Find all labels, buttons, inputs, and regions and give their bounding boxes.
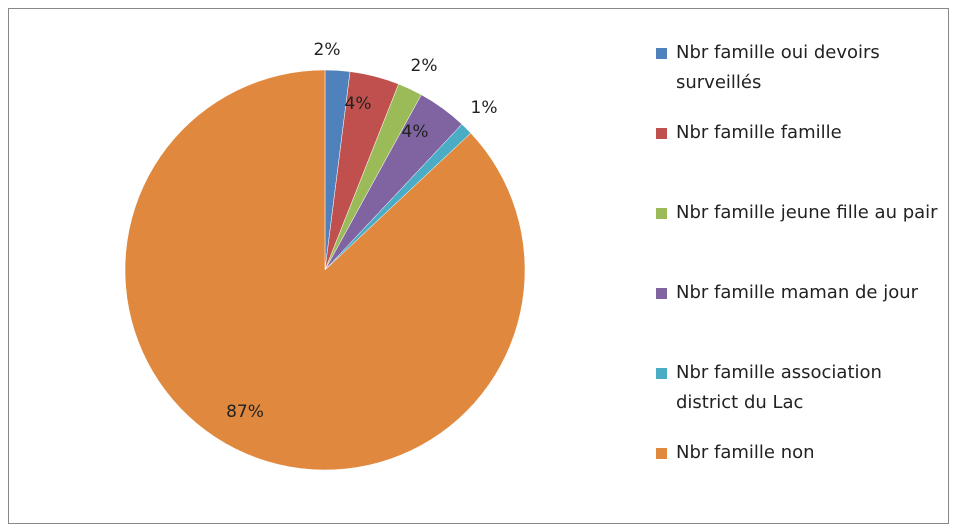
data-label: 87% (226, 402, 264, 422)
chart-frame (8, 8, 949, 524)
legend-label: Nbr famille famille (676, 122, 842, 143)
legend-swatch (656, 128, 667, 139)
legend-label: Nbr famille maman de jour (676, 282, 919, 303)
legend-entry: Nbr famille non (656, 438, 941, 468)
legend-entry: Nbr famille maman de jour (656, 278, 941, 308)
legend-swatch (656, 448, 667, 459)
data-label: 1% (471, 98, 498, 118)
pie-slice (124, 69, 526, 471)
legend-label: Nbr famille non (676, 442, 815, 463)
data-label: 4% (402, 122, 429, 142)
legend-entry: Nbr famille famille (656, 118, 941, 148)
data-label: 2% (411, 56, 438, 76)
data-label: 4% (345, 94, 372, 114)
legend-swatch (656, 208, 667, 219)
legend-entry: Nbr famille jeune fille au pair (656, 198, 941, 228)
legend-label: Nbr famille jeune fille au pair (676, 202, 938, 223)
legend-label: Nbr famille oui devoirs surveillés (676, 42, 880, 93)
legend-swatch (656, 368, 667, 379)
legend-swatch (656, 288, 667, 299)
legend-label: Nbr famille association district du Lac (676, 362, 882, 413)
legend-swatch (656, 48, 667, 59)
legend-entry: Nbr famille association district du Lac (656, 358, 941, 418)
data-label: 2% (314, 40, 341, 60)
legend-entry: Nbr famille oui devoirs surveillés (656, 38, 941, 98)
